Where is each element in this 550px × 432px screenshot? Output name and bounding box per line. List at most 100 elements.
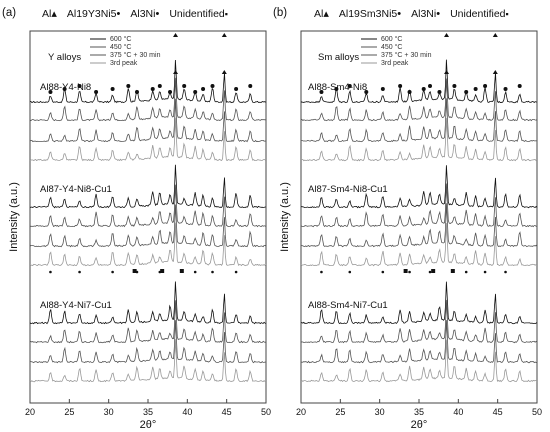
unidentified-peak-marker xyxy=(431,269,436,273)
series-legend-label: 600 °C xyxy=(381,35,402,43)
panel-a-alloy-3-label: Al88-Y4-Ni7-Cu1 xyxy=(40,300,112,311)
x-tick-label: 50 xyxy=(261,407,271,417)
phase-peak-marker xyxy=(210,84,215,88)
phase-legend-marker: ▪ xyxy=(225,9,228,19)
al-peak-marker xyxy=(173,70,179,74)
series-legend-label: 600 °C xyxy=(110,35,131,43)
panel-b-x-ticks: 20 25 30 35 40 45 50 xyxy=(296,399,542,417)
xrd-trace xyxy=(301,165,538,209)
phase-peak-marker xyxy=(77,84,82,88)
xrd-trace xyxy=(300,78,538,122)
x-tick-label: 25 xyxy=(64,407,74,417)
panel-a-x-ticks: 20 25 30 35 40 45 50 xyxy=(25,399,271,417)
phase-legend-marker: • xyxy=(397,8,401,20)
phase-peak-marker xyxy=(134,90,139,94)
panel-a-phase-legend: Al▴ Al19Y3Ni5• Al3Ni• Unidentified▪ xyxy=(42,8,228,20)
phase-peak-marker xyxy=(464,90,469,94)
phase-peak-marker xyxy=(168,90,173,94)
phase-peak-marker xyxy=(437,90,442,94)
phase-peak-marker xyxy=(201,87,206,91)
phase-peak-marker xyxy=(398,84,403,88)
x-tick-label: 20 xyxy=(25,407,35,417)
phase-legend-label: Al xyxy=(42,8,51,20)
al3ni-peak-marker xyxy=(504,270,507,274)
phase-peak-marker xyxy=(407,90,412,94)
x-tick-label: 35 xyxy=(143,407,153,417)
phase-peak-marker xyxy=(428,84,433,88)
al-peak-marker xyxy=(173,33,179,37)
al3ni-peak-marker xyxy=(464,270,468,274)
al3ni-peak-marker xyxy=(49,270,52,274)
phase-peak-marker xyxy=(157,84,162,88)
al-peak-marker xyxy=(444,33,450,37)
xrd-trace xyxy=(29,98,267,143)
xrd-trace xyxy=(29,164,266,209)
panel-a-group-label: Y alloys xyxy=(48,52,81,63)
series-legend-label: 375 °C + 30 min xyxy=(381,51,432,59)
panel-b-tag: (b) xyxy=(273,7,287,19)
xrd-trace xyxy=(29,339,267,383)
xrd-trace xyxy=(300,203,538,248)
phase-legend-label: Al3Ni xyxy=(130,8,155,20)
phase-peak-marker xyxy=(248,84,253,88)
phase-legend-label: Al19Y3Ni5 xyxy=(67,8,117,20)
unidentified-peak-marker xyxy=(179,269,184,273)
phase-peak-marker xyxy=(503,87,508,91)
phase-peak-marker xyxy=(193,90,198,94)
phase-peak-marker xyxy=(517,84,522,88)
unidentified-peak-marker xyxy=(160,269,165,273)
xrd-trace xyxy=(29,59,267,104)
x-tick-label: 20 xyxy=(296,407,306,417)
panel-b-group-label: Sm alloys xyxy=(318,52,359,63)
phase-legend-label: Al3Ni xyxy=(411,8,436,20)
x-tick-label: 45 xyxy=(222,407,232,417)
phase-peak-marker xyxy=(110,87,115,91)
series-legend-label: 450 °C xyxy=(381,43,402,51)
phase-peak-marker xyxy=(182,84,187,88)
panel-a-tag: (a) xyxy=(2,7,16,19)
panel-a-alloy-2-label: Al87-Y4-Ni8-Cu1 xyxy=(40,184,112,195)
xrd-trace xyxy=(300,320,538,364)
panel-b-traces xyxy=(300,59,538,383)
xrd-trace xyxy=(29,117,267,162)
panel-b-peak-markers xyxy=(319,33,522,274)
phase-legend-label: Unidentified xyxy=(169,8,225,20)
phase-peak-marker xyxy=(334,87,339,91)
x-tick-label: 50 xyxy=(532,407,542,417)
panel-a-x-axis-title: 2θ° xyxy=(140,419,157,431)
x-tick-label: 30 xyxy=(375,407,385,417)
panel-b: (b) Al▴ Al19Sm3Ni5• Al3Ni• Unidentified▪ Sm… xyxy=(273,7,542,431)
phase-peak-marker xyxy=(62,87,67,91)
al3ni-peak-marker xyxy=(234,270,238,274)
al3ni-peak-marker xyxy=(381,270,385,274)
x-tick-label: 40 xyxy=(182,407,192,417)
al-peak-marker xyxy=(221,70,227,74)
phase-peak-marker xyxy=(48,90,53,94)
xrd-trace xyxy=(300,281,538,325)
phase-legend-marker: ▪ xyxy=(506,9,509,19)
series-legend-label: 3rd peak xyxy=(110,60,138,67)
xrd-trace xyxy=(301,98,538,143)
al3ni-peak-marker xyxy=(428,270,432,274)
unidentified-peak-marker xyxy=(132,269,137,273)
xrd-trace xyxy=(29,184,267,228)
xrd-trace xyxy=(300,117,538,162)
phase-legend-marker: • xyxy=(155,8,159,20)
xrd-trace xyxy=(29,77,267,122)
al3ni-peak-marker xyxy=(320,270,323,274)
al-peak-marker xyxy=(444,70,450,74)
x-tick-label: 30 xyxy=(104,407,114,417)
phase-peak-marker xyxy=(483,84,488,88)
panel-a: (a) Al▴ Al19Y3Ni5• Al3Ni• Unidentified▪ Y a… xyxy=(2,7,271,431)
al3ni-peak-marker xyxy=(111,270,114,274)
panel-b-y-axis-title: Intensity (a.u.) xyxy=(279,182,291,252)
phase-legend-marker: • xyxy=(117,8,121,20)
phase-legend-label: Al xyxy=(314,8,323,20)
al3ni-peak-marker xyxy=(211,270,214,274)
al3ni-peak-marker xyxy=(193,270,197,274)
panel-a-traces xyxy=(29,59,267,383)
xrd-trace xyxy=(29,300,267,344)
